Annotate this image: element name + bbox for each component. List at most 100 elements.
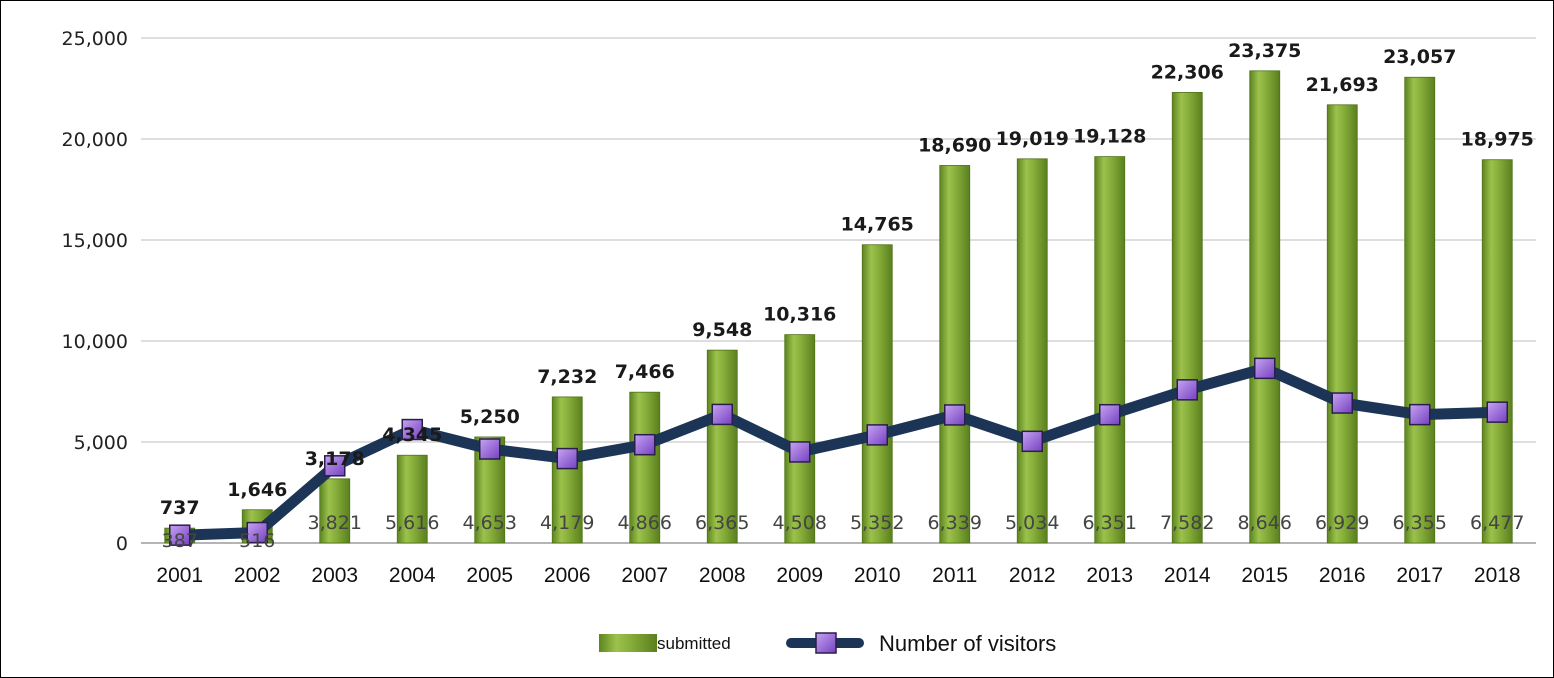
bar: [1016, 158, 1048, 544]
line-data-label: 5,616: [385, 512, 439, 534]
line-marker: [324, 455, 346, 477]
x-tick-label: 2007: [621, 564, 668, 587]
bar-data-label: 9,548: [692, 319, 752, 341]
line-data-label: 4,866: [618, 512, 672, 534]
bar: [1481, 159, 1513, 544]
line-marker: [634, 433, 656, 456]
x-tick-label: 2004: [389, 564, 436, 587]
line-data-labels: 387 516 3,821 5,616 4,653 4,179 4,866 6,365 4,50…: [162, 512, 1525, 552]
x-tick-label: 2005: [466, 564, 513, 587]
y-axis-ticks: 0 5,000 10,000 15,000 20,000 25,000: [62, 28, 128, 555]
visitors-line: [174, 362, 1503, 541]
x-tick-label: 2018: [1474, 564, 1521, 587]
bar: [1404, 76, 1436, 544]
bar-series-submitted: [164, 70, 1513, 544]
y-tick-label: 10,000: [62, 331, 128, 353]
bar: [1094, 156, 1126, 544]
bar-data-label: 19,128: [1073, 126, 1146, 148]
line-data-label: 516: [239, 530, 275, 552]
line-marker: [789, 441, 811, 463]
bar: [1326, 104, 1358, 544]
x-tick-label: 2009: [776, 564, 823, 587]
y-tick-label: 25,000: [62, 28, 128, 50]
line-marker: [1099, 403, 1121, 426]
line-data-label: 4,653: [463, 512, 517, 534]
bar: [1249, 70, 1281, 544]
x-tick-label: 2012: [1009, 564, 1056, 587]
line-data-label: 5,352: [850, 512, 904, 534]
bar: [1171, 92, 1203, 544]
line-marker: [1254, 357, 1276, 380]
bar: [706, 349, 738, 544]
line-marker: [1486, 401, 1508, 423]
bar: [939, 165, 971, 544]
bar: [861, 244, 893, 544]
bar-data-label: 18,690: [918, 134, 991, 156]
line-data-label: 387: [162, 530, 198, 552]
x-tick-label: 2008: [699, 564, 746, 587]
line-marker: [246, 521, 268, 544]
bar-data-label: 18,975: [1461, 129, 1534, 151]
x-tick-label: 2011: [932, 564, 977, 587]
line-marker: [1176, 379, 1198, 401]
x-tick-label: 2014: [1164, 564, 1211, 587]
y-tick-label: 20,000: [62, 129, 128, 151]
line-data-label: 6,355: [1393, 512, 1447, 534]
legend-swatch-marker: [815, 632, 837, 654]
line-marker: [479, 438, 501, 460]
y-tick-label: 5,000: [74, 432, 128, 454]
y-tick-label: 15,000: [62, 230, 128, 252]
x-axis-ticks: 2001 2002 2003 2004 2005 2006 2007 2008 2009 2010…: [156, 564, 1520, 587]
line-data-label: 7,582: [1160, 512, 1214, 534]
bar-data-labels: 737 1,646 3,178 4,345 5,250 7,232 7,466 9,548 10…: [160, 40, 1534, 519]
line-data-label: 3,821: [308, 512, 362, 534]
legend: submitted Number of visitors: [599, 631, 1056, 656]
line-marker: [711, 403, 733, 426]
line-data-label: 6,365: [695, 512, 749, 534]
bar-data-label: 3,178: [305, 448, 365, 470]
legend-swatch-submitted: [599, 634, 657, 652]
line-data-label: 6,477: [1470, 512, 1524, 534]
x-tick-label: 2010: [854, 564, 901, 587]
bar-data-label: 5,250: [460, 406, 520, 428]
line-marker: [1021, 430, 1043, 453]
line-data-label: 6,339: [928, 512, 982, 534]
line-marker: [556, 447, 578, 470]
x-tick-label: 2017: [1396, 564, 1443, 587]
bar: [319, 478, 351, 544]
legend-label-submitted: submitted: [657, 634, 731, 653]
bar-data-label: 21,693: [1306, 74, 1379, 96]
x-tick-label: 2006: [544, 564, 591, 587]
bar-data-label: 23,375: [1228, 40, 1301, 62]
x-tick-label: 2003: [311, 564, 358, 587]
bar-data-label: 19,019: [996, 128, 1069, 150]
x-tick-label: 2016: [1319, 564, 1366, 587]
line-marker: [944, 404, 966, 426]
line-marker: [401, 418, 423, 441]
line-data-label: 5,034: [1005, 512, 1059, 534]
bar: [551, 396, 583, 544]
bar-data-label: 7,232: [537, 366, 597, 388]
bar-data-label: 22,306: [1151, 61, 1224, 83]
line-data-label: 4,508: [773, 512, 827, 534]
line-marker: [1331, 392, 1353, 414]
bar-data-label: 10,316: [763, 304, 836, 326]
line-data-label: 6,929: [1315, 512, 1369, 534]
bar-data-label: 1,646: [227, 479, 287, 501]
x-tick-label: 2001: [156, 564, 203, 587]
line-data-label: 8,646: [1238, 512, 1292, 534]
bar-data-label: 4,345: [382, 424, 442, 446]
bar-data-label: 14,765: [841, 214, 914, 236]
x-tick-label: 2002: [234, 564, 281, 587]
x-tick-label: 2015: [1241, 564, 1288, 587]
line-marker: [866, 424, 888, 446]
bar: [396, 454, 428, 544]
legend-label-visitors: Number of visitors: [879, 631, 1056, 656]
bar: [784, 334, 816, 544]
bar-data-label: 737: [160, 497, 200, 519]
line-data-label: 4,179: [540, 512, 594, 534]
bar: [629, 391, 661, 544]
bar-data-label: 7,466: [615, 361, 675, 383]
